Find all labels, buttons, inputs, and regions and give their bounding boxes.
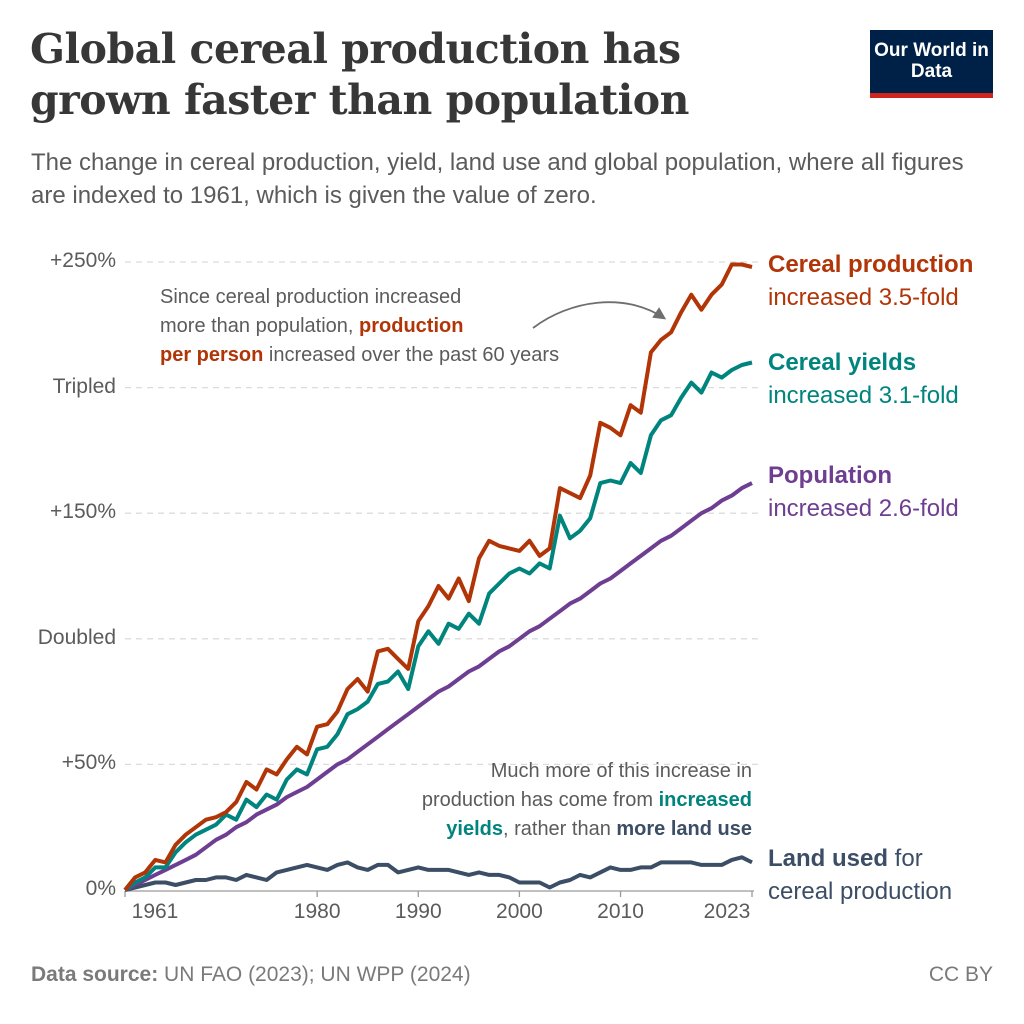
license-link[interactable]: CC BY <box>928 963 993 986</box>
annotation-yields-vs-land: Much more of this increase in production… <box>422 757 752 844</box>
legend-series-note: increased 3.5-fold <box>768 284 959 311</box>
annotation-line: per person increased over the past 60 ye… <box>160 341 559 370</box>
annotation-highlight: per person <box>160 344 264 366</box>
annotation-highlight: production <box>359 315 464 337</box>
annotation-line: more than population, production <box>160 312 530 341</box>
legend-cereal-production: Cereal production increased 3.5-fold <box>768 248 973 314</box>
legend-land-used: Land used for cereal production <box>768 842 952 908</box>
annotation-text: production has come from <box>421 789 659 811</box>
legend-series-note: cereal production <box>768 878 953 905</box>
y-tick-label: +50% <box>61 751 116 775</box>
series-line-population[interactable] <box>124 481 753 892</box>
legend-series-suffix: for <box>888 845 923 872</box>
legend-series-note: increased 3.1-fold <box>768 382 959 409</box>
x-tick-label: 2023 <box>703 900 751 923</box>
legend-population: Population increased 2.6-fold <box>768 459 959 525</box>
x-tick-label: 1980 <box>293 900 341 923</box>
annotation-line: yields, rather than more land use <box>422 815 752 844</box>
legend-cereal-yields: Cereal yields increased 3.1-fold <box>768 346 959 412</box>
annotation-highlight: increased <box>658 789 752 811</box>
legend-series-name: Population <box>768 462 892 489</box>
annotation-line: production has come from increased <box>422 786 752 815</box>
chart-subtitle: The change in cereal production, yield, … <box>31 149 964 209</box>
y-tick-label: +150% <box>50 500 116 524</box>
x-tick-label: 1961 <box>131 900 179 923</box>
annotation-text: , rather than <box>502 818 617 840</box>
owid-logo[interactable]: Our World in Data <box>870 30 993 98</box>
legend-line: Land used for <box>768 842 952 875</box>
legend-series-name: Cereal yields <box>768 349 917 376</box>
annotation-arrow <box>532 301 667 329</box>
data-source: Data source: UN FAO (2023); UN WPP (2024… <box>31 963 471 987</box>
chart-title: Global cereal production has grown faste… <box>30 25 689 124</box>
annotation-line: Much more of this increase in <box>490 760 752 782</box>
series-line-land-used-for-cereal-production[interactable] <box>124 855 753 892</box>
x-tick-label: 2010 <box>597 900 644 923</box>
legend-series-name: Land used <box>768 845 889 872</box>
legend-series-name: Cereal production <box>768 251 974 278</box>
x-tick-label: 2000 <box>496 900 543 923</box>
series-line-cereal-yields[interactable] <box>123 360 753 892</box>
x-tick-label: 1990 <box>394 900 442 923</box>
data-source-text: UN FAO (2023); UN WPP (2024) <box>158 963 471 986</box>
annotation-text: increased over the past 60 years <box>263 344 560 366</box>
y-tick-label: 0% <box>85 877 116 900</box>
y-tick-label: Doubled <box>37 625 116 649</box>
annotation-text: more than population, <box>160 315 360 337</box>
annotation-production-per-person: Since cereal production increased more t… <box>160 283 559 370</box>
annotation-highlight: yields <box>446 818 503 840</box>
legend-series-note: increased 2.6-fold <box>768 495 959 522</box>
series-line-cereal-production[interactable] <box>123 262 753 892</box>
y-tick-label: +250% <box>50 249 116 272</box>
annotation-line: Since cereal production increased <box>160 286 462 308</box>
data-source-label: Data source: <box>31 963 159 986</box>
y-tick-label: Tripled <box>52 374 116 398</box>
annotation-highlight: more land use <box>616 818 752 840</box>
